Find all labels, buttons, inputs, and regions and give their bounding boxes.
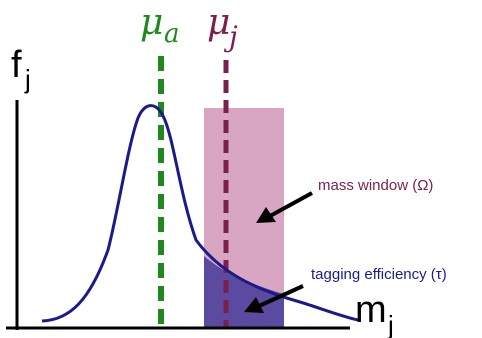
- y-axis-label: f: [11, 44, 22, 86]
- tagging-efficiency-arrow: [244, 284, 304, 313]
- mass-window-arrow: [256, 191, 313, 223]
- y-axis-label-subscript: j: [24, 64, 31, 94]
- tagging-efficiency-label: tagging efficiency (τ): [311, 266, 447, 283]
- mass-window-label: mass window (Ω): [318, 177, 433, 194]
- mu-a-label-subscript: a: [164, 19, 180, 49]
- distribution-curve: [41, 104, 359, 323]
- mu-a-label: μ: [140, 2, 163, 43]
- x-axis-label-subscript: j: [387, 310, 394, 338]
- mu-j-label: μ: [207, 2, 230, 43]
- x-axis-label: m: [355, 289, 387, 331]
